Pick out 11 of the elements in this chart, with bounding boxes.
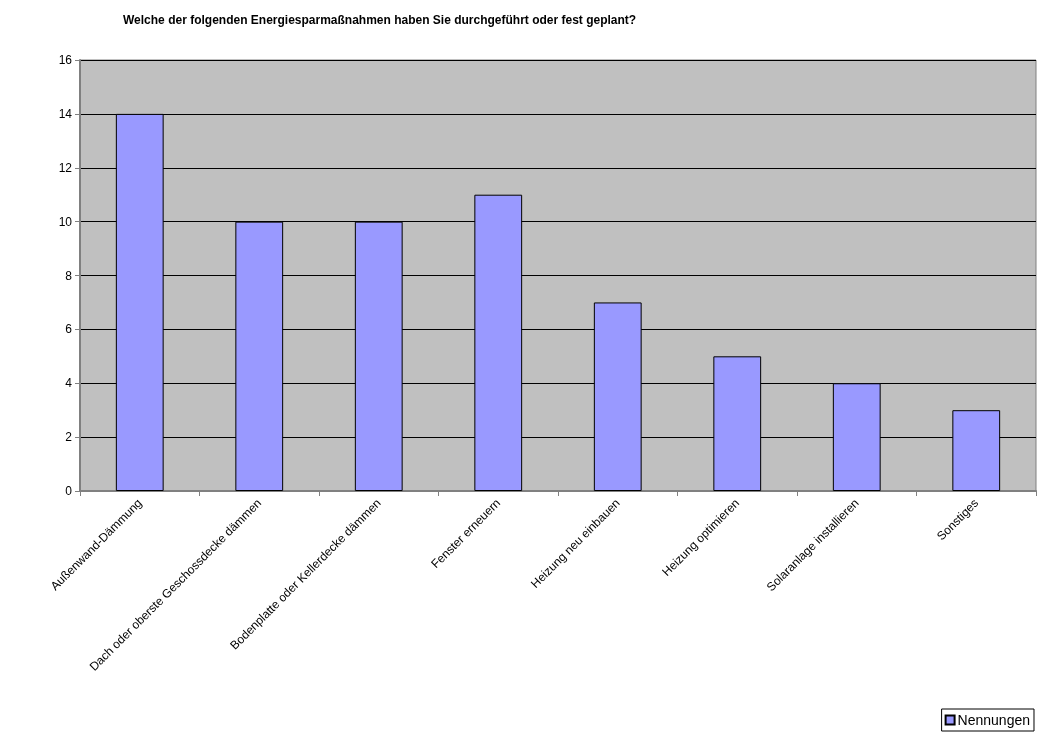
y-tick-label: 16 [58, 53, 73, 67]
y-tick-label: 10 [58, 214, 73, 229]
legend-label: Nennungen [957, 712, 1031, 728]
y-tick-label: 4 [65, 376, 73, 391]
y-tick-label: 14 [58, 106, 73, 121]
y-tick-label: 6 [65, 322, 73, 337]
y-tick-label: 2 [65, 430, 73, 445]
y-tick-label: 8 [65, 268, 73, 283]
chart-title: Welche der folgenden Energiesparmaßnahmen haben Sie durchgeführt oder fest geplant? [123, 13, 637, 27]
y-tick-label: 12 [58, 160, 73, 175]
y-tick-label: 0 [65, 484, 73, 498]
